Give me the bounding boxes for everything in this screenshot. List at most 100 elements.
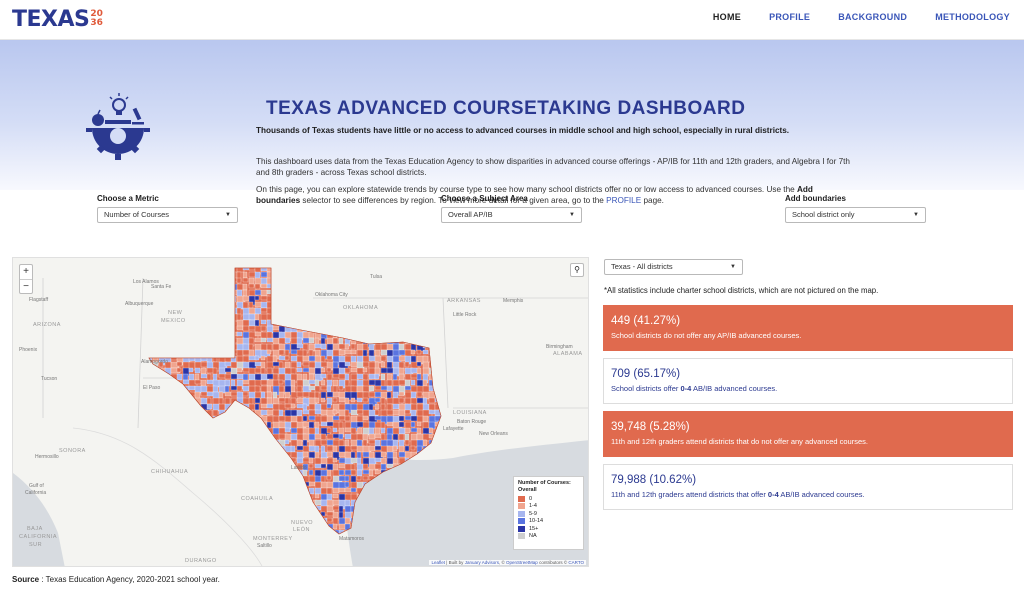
district-polygon[interactable]: [278, 505, 285, 516]
district-polygon[interactable]: [206, 517, 216, 526]
district-polygon[interactable]: [332, 283, 343, 289]
district-polygon[interactable]: [314, 283, 322, 292]
district-polygon[interactable]: [344, 361, 351, 367]
district-polygon[interactable]: [194, 266, 202, 276]
district-polygon[interactable]: [362, 313, 371, 322]
district-polygon[interactable]: [404, 283, 411, 289]
district-polygon[interactable]: [212, 277, 219, 283]
district-polygon[interactable]: [380, 361, 386, 368]
district-polygon[interactable]: [398, 523, 409, 534]
district-polygon[interactable]: [212, 457, 218, 466]
district-polygon[interactable]: [440, 409, 446, 420]
district-polygon[interactable]: [344, 421, 352, 429]
district-polygon[interactable]: [398, 487, 405, 497]
district-polygon[interactable]: [254, 295, 260, 301]
profile-link[interactable]: PROFILE: [606, 196, 642, 205]
district-polygon[interactable]: [434, 517, 441, 525]
district-polygon[interactable]: [260, 511, 266, 517]
district-polygon[interactable]: [434, 439, 443, 446]
district-polygon[interactable]: [278, 289, 284, 299]
district-polygon[interactable]: [219, 536, 226, 540]
district-polygon[interactable]: [176, 511, 182, 521]
district-polygon[interactable]: [392, 283, 399, 291]
district-polygon[interactable]: [182, 517, 192, 524]
district-polygon[interactable]: [147, 415, 153, 422]
district-polygon[interactable]: [284, 511, 291, 518]
district-polygon[interactable]: [338, 271, 344, 281]
district-polygon[interactable]: [302, 319, 313, 325]
district-polygon[interactable]: [320, 433, 327, 441]
district-polygon[interactable]: [404, 289, 413, 299]
district-polygon[interactable]: [380, 493, 390, 501]
district-polygon[interactable]: [194, 463, 203, 473]
district-polygon[interactable]: [386, 493, 396, 503]
district-polygon[interactable]: [296, 367, 303, 373]
district-polygon[interactable]: [182, 397, 192, 407]
district-polygon[interactable]: [206, 343, 216, 353]
district-polygon[interactable]: [416, 361, 422, 367]
district-polygon[interactable]: [206, 451, 216, 458]
district-polygon[interactable]: [170, 463, 176, 469]
district-polygon[interactable]: [164, 511, 171, 518]
district-polygon[interactable]: [170, 493, 178, 502]
district-polygon[interactable]: [374, 511, 383, 520]
district-polygon[interactable]: [152, 373, 158, 384]
district-polygon[interactable]: [272, 517, 282, 528]
district-polygon[interactable]: [398, 469, 404, 480]
district-polygon[interactable]: [434, 337, 442, 348]
district-polygon[interactable]: [284, 439, 290, 445]
openstreetmap-link[interactable]: OpenStreetMap: [506, 560, 538, 565]
district-polygon[interactable]: [338, 439, 345, 447]
district-polygon[interactable]: [170, 505, 180, 511]
district-polygon[interactable]: [368, 391, 376, 398]
district-polygon[interactable]: [440, 295, 446, 306]
district-polygon[interactable]: [411, 536, 420, 540]
district-polygon[interactable]: [206, 523, 214, 533]
district-polygon[interactable]: [230, 469, 241, 479]
district-polygon[interactable]: [278, 511, 286, 518]
district-polygon[interactable]: [164, 493, 174, 503]
district-polygon[interactable]: [314, 271, 322, 278]
district-polygon[interactable]: [422, 283, 433, 291]
district-polygon[interactable]: [428, 493, 437, 501]
district-polygon[interactable]: [440, 283, 449, 289]
district-polygon[interactable]: [290, 266, 301, 276]
district-polygon[interactable]: [440, 271, 446, 280]
district-polygon[interactable]: [440, 493, 448, 504]
district-polygon[interactable]: [410, 337, 417, 344]
district-polygon[interactable]: [308, 529, 317, 538]
district-polygon[interactable]: [212, 289, 222, 299]
district-polygon[interactable]: [398, 331, 407, 337]
district-polygon[interactable]: [176, 451, 183, 462]
district-polygon[interactable]: [236, 415, 243, 422]
district-polygon[interactable]: [380, 481, 389, 490]
district-polygon[interactable]: [182, 337, 192, 346]
district-polygon[interactable]: [326, 277, 336, 285]
district-polygon[interactable]: [230, 433, 241, 439]
district-polygon[interactable]: [152, 457, 162, 463]
district-polygon[interactable]: [434, 487, 444, 496]
district-polygon[interactable]: [188, 415, 198, 426]
district-polygon[interactable]: [440, 403, 448, 410]
district-polygon[interactable]: [380, 295, 390, 304]
district-polygon[interactable]: [350, 331, 361, 341]
district-polygon[interactable]: [356, 313, 362, 323]
district-polygon[interactable]: [404, 427, 411, 434]
district-polygon[interactable]: [309, 536, 313, 544]
district-polygon[interactable]: [410, 463, 417, 473]
district-polygon[interactable]: [231, 536, 238, 542]
district-polygon[interactable]: [374, 457, 382, 463]
district-polygon[interactable]: [362, 475, 369, 481]
district-polygon[interactable]: [147, 325, 153, 333]
district-polygon[interactable]: [188, 523, 199, 532]
district-polygon[interactable]: [416, 469, 423, 478]
district-polygon[interactable]: [404, 373, 412, 381]
district-polygon[interactable]: [213, 536, 221, 543]
district-polygon[interactable]: [224, 331, 234, 341]
district-polygon[interactable]: [254, 481, 262, 489]
district-polygon[interactable]: [158, 451, 164, 457]
district-polygon[interactable]: [236, 433, 247, 442]
district-polygon[interactable]: [284, 283, 295, 291]
district-polygon[interactable]: [224, 289, 233, 299]
district-polygon[interactable]: [398, 325, 409, 333]
